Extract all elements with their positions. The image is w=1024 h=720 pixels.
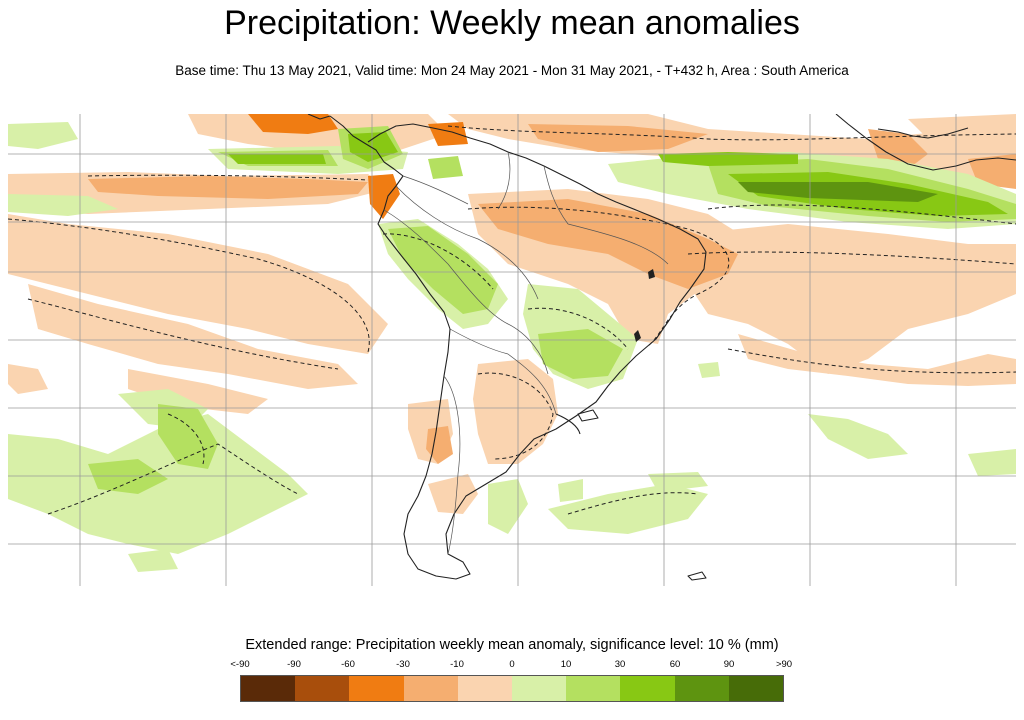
legend-tick-label: 10 [560, 659, 572, 670]
legend-swatch [403, 676, 458, 701]
legend-swatch [620, 676, 675, 701]
coastlines [307, 114, 1016, 581]
precipitation-anomaly-map [8, 114, 1016, 586]
legend-tick-label: <-90 [230, 659, 250, 670]
legend-tick-label: -30 [396, 659, 410, 670]
page-subtitle: Base time: Thu 13 May 2021, Valid time: … [175, 63, 849, 78]
legend-tick-label: -90 [287, 659, 301, 670]
legend-swatch [295, 676, 350, 701]
inland-water [634, 269, 655, 342]
legend-tick-label: >90 [775, 659, 793, 670]
legend-swatch [349, 676, 404, 701]
legend-tick-labels: <-90 -90 -60 -30 -10 0 10 30 60 90 >90 [214, 659, 814, 671]
legend-tick-label: 90 [723, 659, 735, 670]
legend-tick-label: 30 [614, 659, 626, 670]
legend-tick-label: 0 [509, 659, 515, 670]
legend-swatch [566, 676, 621, 701]
legend-swatch [512, 676, 567, 701]
legend-title: Extended range: Precipitation weekly mea… [245, 637, 779, 653]
legend-tick-label: -10 [450, 659, 464, 670]
map-gridlines [8, 114, 1016, 586]
significance-contours [8, 125, 1016, 515]
anomaly-areas-plus-90 [738, 182, 938, 202]
anomaly-areas-minus-60 [248, 114, 468, 219]
legend-color-bar [240, 675, 784, 702]
country-borders [383, 151, 669, 555]
legend-swatch [457, 676, 513, 701]
page-title: Precipitation: Weekly mean anomalies [224, 4, 800, 42]
legend-tick-label: 60 [669, 659, 681, 670]
legend-swatch [241, 676, 296, 701]
legend-swatch [728, 676, 784, 701]
legend-swatch [674, 676, 729, 701]
legend-tick-label: -60 [341, 659, 355, 670]
